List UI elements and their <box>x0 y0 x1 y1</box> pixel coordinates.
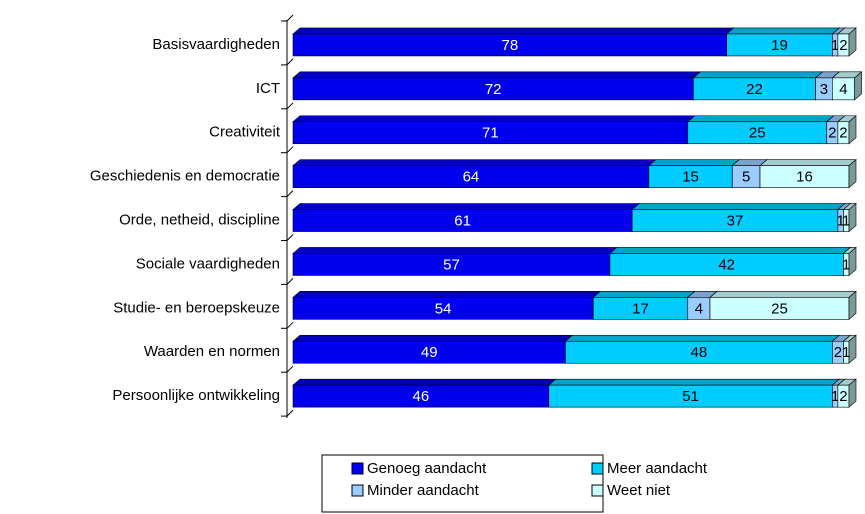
category-tick <box>286 58 294 66</box>
value-label: 4 <box>695 300 703 317</box>
value-label: 61 <box>454 213 471 230</box>
y-tick-label: Studie- en beroepskeuze <box>113 299 280 316</box>
value-label: 72 <box>485 81 502 98</box>
value-label: 2 <box>839 37 847 54</box>
value-label: 1 <box>831 388 839 405</box>
bar-side <box>848 290 857 321</box>
value-label: 1 <box>842 213 850 230</box>
value-label: 1 <box>842 256 850 273</box>
category-tick <box>286 102 294 110</box>
bar-top <box>564 334 841 342</box>
legend-swatch <box>591 462 604 475</box>
value-label: 19 <box>771 37 788 54</box>
bar-top <box>292 71 702 79</box>
legend-swatch <box>351 484 364 497</box>
value-label: 1 <box>842 344 850 361</box>
value-label: 2 <box>834 344 842 361</box>
bar-top <box>686 115 835 123</box>
bar-side <box>848 115 857 145</box>
y-tick-label: Waarden en normen <box>144 343 280 360</box>
value-label: 4 <box>839 81 847 98</box>
legend-label: Genoeg aandacht <box>367 460 487 477</box>
value-label: 2 <box>839 388 847 405</box>
value-label: 51 <box>682 388 699 405</box>
bar-top <box>292 378 557 386</box>
value-label: 1 <box>836 213 844 230</box>
bar-top <box>692 71 824 79</box>
bar-top <box>609 247 852 254</box>
bar-side <box>848 202 857 233</box>
y-tick-label: ICT <box>256 80 280 97</box>
bar-side <box>854 71 862 101</box>
bar-top <box>725 27 841 35</box>
value-label: 64 <box>463 169 480 186</box>
value-label: 25 <box>771 300 788 317</box>
category-tick <box>286 409 294 417</box>
bar-side <box>848 27 857 57</box>
bar-top <box>648 159 741 166</box>
bar-top <box>631 203 846 210</box>
value-label: 37 <box>727 213 744 230</box>
y-tick-label: Persoonlijke ontwikkeling <box>112 387 280 404</box>
value-label: 42 <box>718 256 735 273</box>
category-tick <box>286 146 294 154</box>
bar-top <box>592 291 696 298</box>
bar-side <box>848 246 857 277</box>
value-label: 1 <box>831 37 839 54</box>
value-label: 54 <box>435 300 452 317</box>
bar-top <box>292 247 618 254</box>
value-label: 2 <box>839 125 847 142</box>
legend-swatch <box>591 484 604 497</box>
bar-top <box>292 159 657 166</box>
value-label: 25 <box>749 125 766 142</box>
value-label: 5 <box>742 169 750 186</box>
bar-top <box>292 334 574 342</box>
legend-label: Minder aandacht <box>367 482 480 499</box>
value-label: 17 <box>632 300 649 317</box>
category-tick <box>286 278 294 285</box>
category-tick <box>286 190 294 197</box>
bar-top <box>292 291 602 298</box>
bar-top <box>292 203 640 210</box>
category-tick <box>286 321 294 329</box>
legend-box <box>321 454 604 513</box>
category-tick <box>286 234 294 241</box>
value-label: 57 <box>443 256 460 273</box>
y-tick-label: Creativiteit <box>209 124 281 141</box>
legend-label: Weet niet <box>607 482 671 499</box>
value-label: 22 <box>746 81 763 98</box>
y-tick-label: Basisvaardigheden <box>152 36 280 53</box>
value-label: 48 <box>691 344 708 361</box>
category-tick <box>286 14 294 22</box>
value-label: 71 <box>482 125 499 142</box>
value-label: 49 <box>421 344 438 361</box>
value-label: 2 <box>828 125 836 142</box>
value-label: 16 <box>796 169 813 186</box>
value-label: 3 <box>820 81 828 98</box>
bar-side <box>848 158 857 189</box>
y-tick-label: Geschiedenis en democratie <box>90 168 280 185</box>
bar-side <box>848 334 857 364</box>
legend-swatch <box>351 462 364 475</box>
y-tick-label: Sociale vaardigheden <box>136 255 280 272</box>
bar-side <box>848 378 857 408</box>
value-label: 15 <box>682 169 699 186</box>
y-tick-label: Orde, netheid, discipline <box>119 212 280 229</box>
value-label: 46 <box>413 388 430 405</box>
bar-top <box>547 378 841 386</box>
bar-top <box>759 159 857 166</box>
bar-top <box>709 291 857 298</box>
legend-label: Meer aandacht <box>607 460 708 477</box>
bar-top <box>292 115 696 123</box>
value-label: 78 <box>501 37 518 54</box>
bar-top <box>292 27 735 35</box>
category-tick <box>286 365 294 373</box>
